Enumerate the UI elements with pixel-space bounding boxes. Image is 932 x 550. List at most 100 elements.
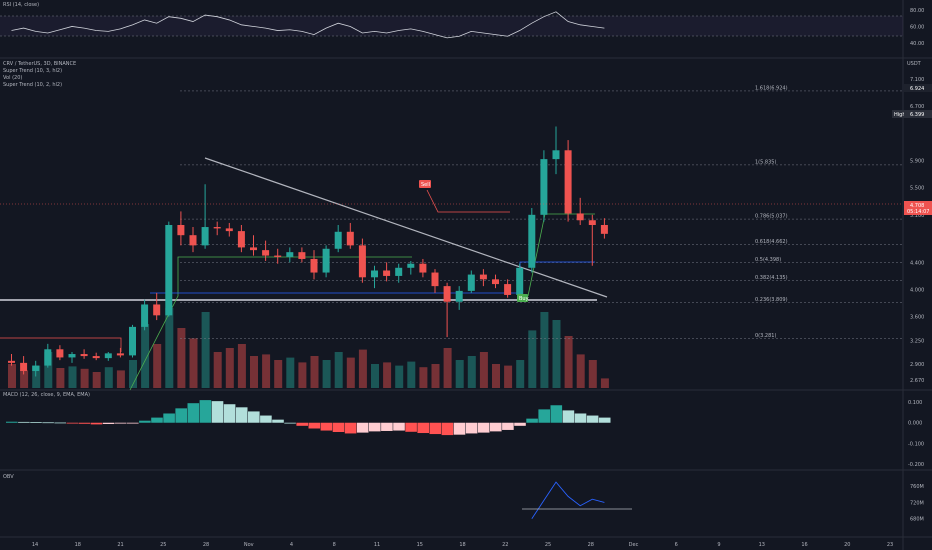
- candle-body[interactable]: [492, 279, 499, 285]
- candle-body[interactable]: [322, 248, 330, 273]
- candle-body[interactable]: [431, 272, 439, 287]
- macd-bar: [332, 422, 345, 432]
- volume-bar: [165, 308, 174, 388]
- volume-bar: [528, 330, 537, 388]
- price-tick-label: 3.250: [910, 338, 924, 344]
- candle-body[interactable]: [540, 159, 548, 215]
- candle-body[interactable]: [504, 284, 512, 295]
- candle-body[interactable]: [419, 263, 427, 273]
- candle-body[interactable]: [80, 354, 88, 357]
- indicator-supertrend-2[interactable]: Super Trend (10, 2, hl2): [3, 82, 62, 88]
- macd-title[interactable]: MACD (12, 26, close, 9, EMA, EMA): [3, 392, 90, 398]
- fib-level-label: 1(5.835): [755, 159, 776, 165]
- macd-bar: [175, 408, 187, 423]
- candle-body[interactable]: [68, 354, 76, 358]
- x-tick-label: 18: [75, 542, 81, 548]
- candle-body[interactable]: [588, 220, 596, 225]
- candle-body[interactable]: [56, 349, 64, 358]
- volume-bar: [201, 312, 210, 388]
- trendline[interactable]: [204, 157, 608, 298]
- candle-body[interactable]: [576, 213, 584, 221]
- obv-title[interactable]: OBV: [3, 474, 14, 480]
- x-tick-label: 8: [333, 542, 336, 548]
- candle-body[interactable]: [213, 227, 221, 229]
- sell-signal[interactable]: Sell: [419, 180, 431, 188]
- volume-bar: [141, 324, 150, 388]
- macd-bar: [429, 422, 442, 435]
- candle-body[interactable]: [371, 270, 378, 278]
- candle-body[interactable]: [177, 225, 185, 236]
- supertrend-red-2: [426, 189, 510, 213]
- candle-body[interactable]: [467, 274, 475, 291]
- candle-body[interactable]: [165, 225, 173, 316]
- candle-body[interactable]: [116, 353, 124, 356]
- macd-bar: [30, 422, 42, 423]
- candle-body[interactable]: [237, 231, 245, 248]
- macd-bar: [102, 422, 115, 424]
- candle-body[interactable]: [8, 360, 15, 363]
- candle-body[interactable]: [383, 270, 391, 276]
- volume-bar: [177, 328, 186, 388]
- candle-body[interactable]: [516, 267, 524, 295]
- buy-signal[interactable]: Buy: [517, 294, 529, 302]
- macd-bar: [526, 418, 538, 423]
- candle-body[interactable]: [479, 274, 487, 280]
- candle-body[interactable]: [286, 252, 294, 257]
- macd-bar: [127, 422, 139, 424]
- candle-body[interactable]: [274, 255, 282, 257]
- candle-body[interactable]: [225, 228, 233, 232]
- candle-body[interactable]: [104, 353, 112, 359]
- candle-body[interactable]: [201, 227, 209, 246]
- volume-bar: [8, 364, 16, 388]
- x-tick-label: 28: [203, 542, 209, 548]
- candle-body[interactable]: [310, 258, 318, 273]
- candle-body[interactable]: [564, 150, 572, 214]
- candle-body[interactable]: [358, 245, 366, 278]
- candle-body[interactable]: [44, 349, 52, 366]
- candle-body[interactable]: [407, 263, 415, 268]
- candle-body[interactable]: [250, 247, 257, 251]
- macd-bar: [574, 413, 587, 423]
- candle-body[interactable]: [298, 252, 306, 259]
- candle-body[interactable]: [346, 231, 354, 246]
- candle-body[interactable]: [141, 304, 149, 327]
- candle-body[interactable]: [528, 214, 536, 268]
- candle-body[interactable]: [20, 362, 28, 372]
- candle-body[interactable]: [455, 290, 463, 302]
- candle-body[interactable]: [189, 235, 197, 246]
- rsi-title[interactable]: RSI (14, close): [3, 2, 39, 8]
- x-tick-label: 25: [545, 542, 551, 548]
- macd-bar: [199, 400, 212, 423]
- candle-body[interactable]: [443, 286, 451, 302]
- indicator-volume[interactable]: Vol (20): [3, 75, 22, 81]
- macd-tick-label: -0.100: [908, 441, 924, 447]
- candle-body[interactable]: [153, 304, 161, 316]
- x-tick-label: Nov: [244, 542, 254, 548]
- macd-bar: [235, 407, 248, 423]
- candle-body[interactable]: [32, 365, 40, 372]
- volume-bar: [455, 360, 464, 388]
- volume-bar: [407, 361, 416, 388]
- volume-bar: [237, 344, 246, 388]
- macd-bar: [586, 415, 599, 423]
- volume-bar: [383, 362, 392, 388]
- current-price-tag: 4.708 05:14:07: [904, 201, 932, 215]
- candle-body[interactable]: [334, 231, 342, 249]
- volume-bar: [104, 367, 113, 388]
- macd-bar: [260, 415, 272, 423]
- candle-body[interactable]: [395, 267, 403, 276]
- candle-body[interactable]: [92, 356, 100, 359]
- macd-tick-label: 0.000: [908, 421, 922, 427]
- candle-body[interactable]: [262, 250, 270, 256]
- sell-label: Sell: [421, 182, 430, 188]
- macd-bar: [6, 421, 18, 423]
- indicator-supertrend-1[interactable]: Super Trend (10, 3, hl2): [3, 68, 62, 74]
- main-title[interactable]: CRV / TetherUS, 3D, BINANCE: [3, 61, 76, 67]
- price-tick-label: 4.000: [910, 288, 924, 294]
- macd-bar: [417, 422, 429, 434]
- candle-body[interactable]: [552, 150, 560, 160]
- volume-bar: [600, 378, 609, 388]
- candle-body[interactable]: [129, 326, 136, 356]
- candle-body[interactable]: [600, 225, 608, 234]
